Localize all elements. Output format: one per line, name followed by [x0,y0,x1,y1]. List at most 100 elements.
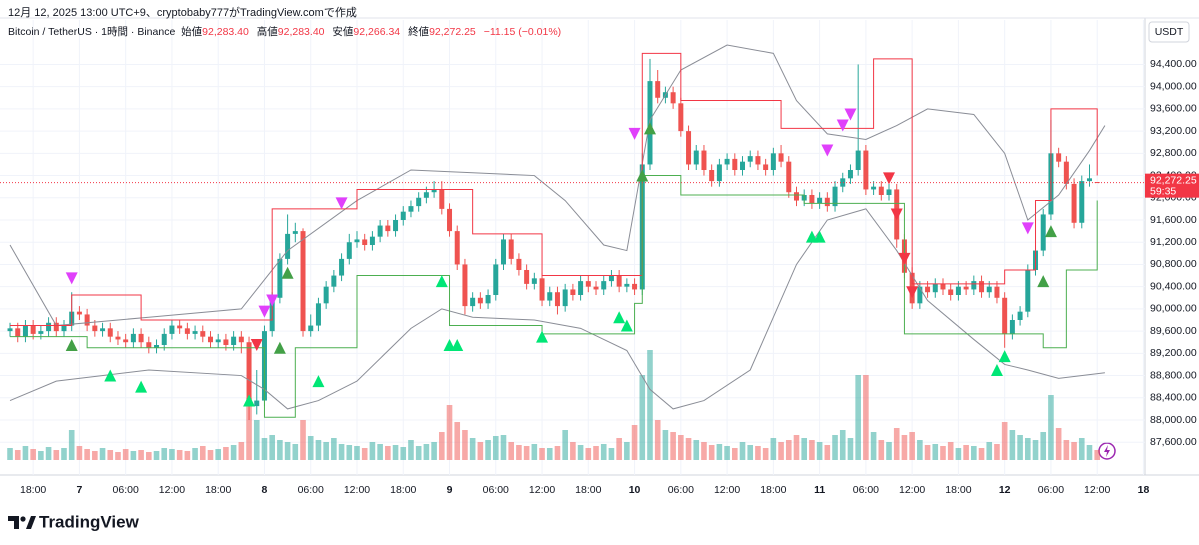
volume-bar [624,442,630,460]
y-tick-label: 89,200.00 [1150,347,1197,359]
candle-body [462,264,468,307]
high-value: 92,283.40 [277,26,325,38]
volume-bar [809,440,815,460]
volume-bar [469,438,476,460]
x-tick-label: 10 [629,484,641,496]
channel-line [10,175,1098,418]
y-tick-label: 88,400.00 [1150,392,1197,404]
candle-body [192,331,198,334]
candle-body [470,297,476,307]
x-tick-label: 18 [1138,484,1150,496]
candle-body [38,331,44,334]
volume-bar [53,450,60,460]
volume-bar [639,375,646,460]
last-price-label: 92,272.25 [1150,174,1197,186]
volume-bar [369,442,376,460]
unit-button[interactable] [1148,21,1190,43]
volume-bar [670,432,676,460]
candle-body [732,158,738,170]
candle-body [123,339,129,343]
volume-bar [616,438,622,460]
candle-body [393,220,399,232]
signal-up [451,339,464,351]
candle-body [570,289,576,295]
candle-body [223,339,229,345]
signal-down [65,272,78,285]
volume-bar [778,442,784,460]
candle-body [308,325,314,332]
candle-body [817,197,823,204]
candle-body [416,197,422,207]
candle-body [878,186,884,195]
volume-bar [562,430,568,460]
candle-body [778,153,784,162]
candle-body [207,336,213,343]
signal-up [998,350,1011,363]
candle-body [493,264,499,295]
logo [8,516,36,529]
candle-body [855,150,861,170]
candle-body [485,295,491,304]
candle-body [670,92,676,104]
x-tick-label: 06:00 [298,484,324,496]
volume-bar [955,448,962,460]
volume-bar [492,436,499,460]
volume-bar [947,442,954,460]
candle-body [986,286,992,293]
volume-bar [747,445,754,460]
candle-body [716,164,722,182]
candle-body [100,328,106,332]
signal-up [243,394,256,407]
volume-bar [76,446,83,460]
candle-body [1025,270,1031,312]
x-tick-label: 06:00 [483,484,509,496]
volume-bar [1071,442,1077,460]
candle-body [315,303,321,326]
volume-bar [1017,435,1023,460]
candle-body [53,322,59,332]
candle-body [917,286,923,304]
volume-bar [415,446,422,460]
candle-body [377,225,383,237]
candle-body [1063,161,1069,184]
x-tick-label: 9 [447,484,453,496]
candle-body [886,189,892,195]
volume-bar [323,442,329,460]
signal-up [65,339,78,351]
candle-body [770,153,776,170]
band-line [9,208,1105,410]
volume-bar [354,446,360,460]
candle-body [1094,182,1100,184]
volume-bar [755,446,761,460]
volume-bar [292,444,299,460]
signal-down [266,294,279,307]
candle-body [138,333,144,343]
x-tick-label: 11 [814,484,825,496]
volume-bar [716,444,723,460]
candle-body [1071,183,1077,223]
volume-bar [439,432,445,460]
header-created: 12月 12, 2025 13:00 UTC+9、cryptobaby777がT… [8,7,357,19]
volume-bar [246,398,252,460]
signal-down [250,339,263,351]
signal-down [821,144,834,157]
candle-body [439,189,445,209]
candle-body [948,289,954,295]
candle-body [724,158,730,165]
volume-bar [1001,422,1008,460]
candle-body [593,286,599,290]
volume-bar [693,440,700,460]
volume-bar [346,445,353,460]
candle-body [30,325,36,334]
volume-bar [400,447,407,460]
volume-bar [192,448,198,460]
volume-bar [361,448,368,460]
volume-bar [14,450,21,460]
candle-body [346,242,352,259]
candle-body [1017,311,1023,320]
candle-body [76,311,82,315]
volume-bar [122,449,129,460]
signal-up [990,364,1003,376]
